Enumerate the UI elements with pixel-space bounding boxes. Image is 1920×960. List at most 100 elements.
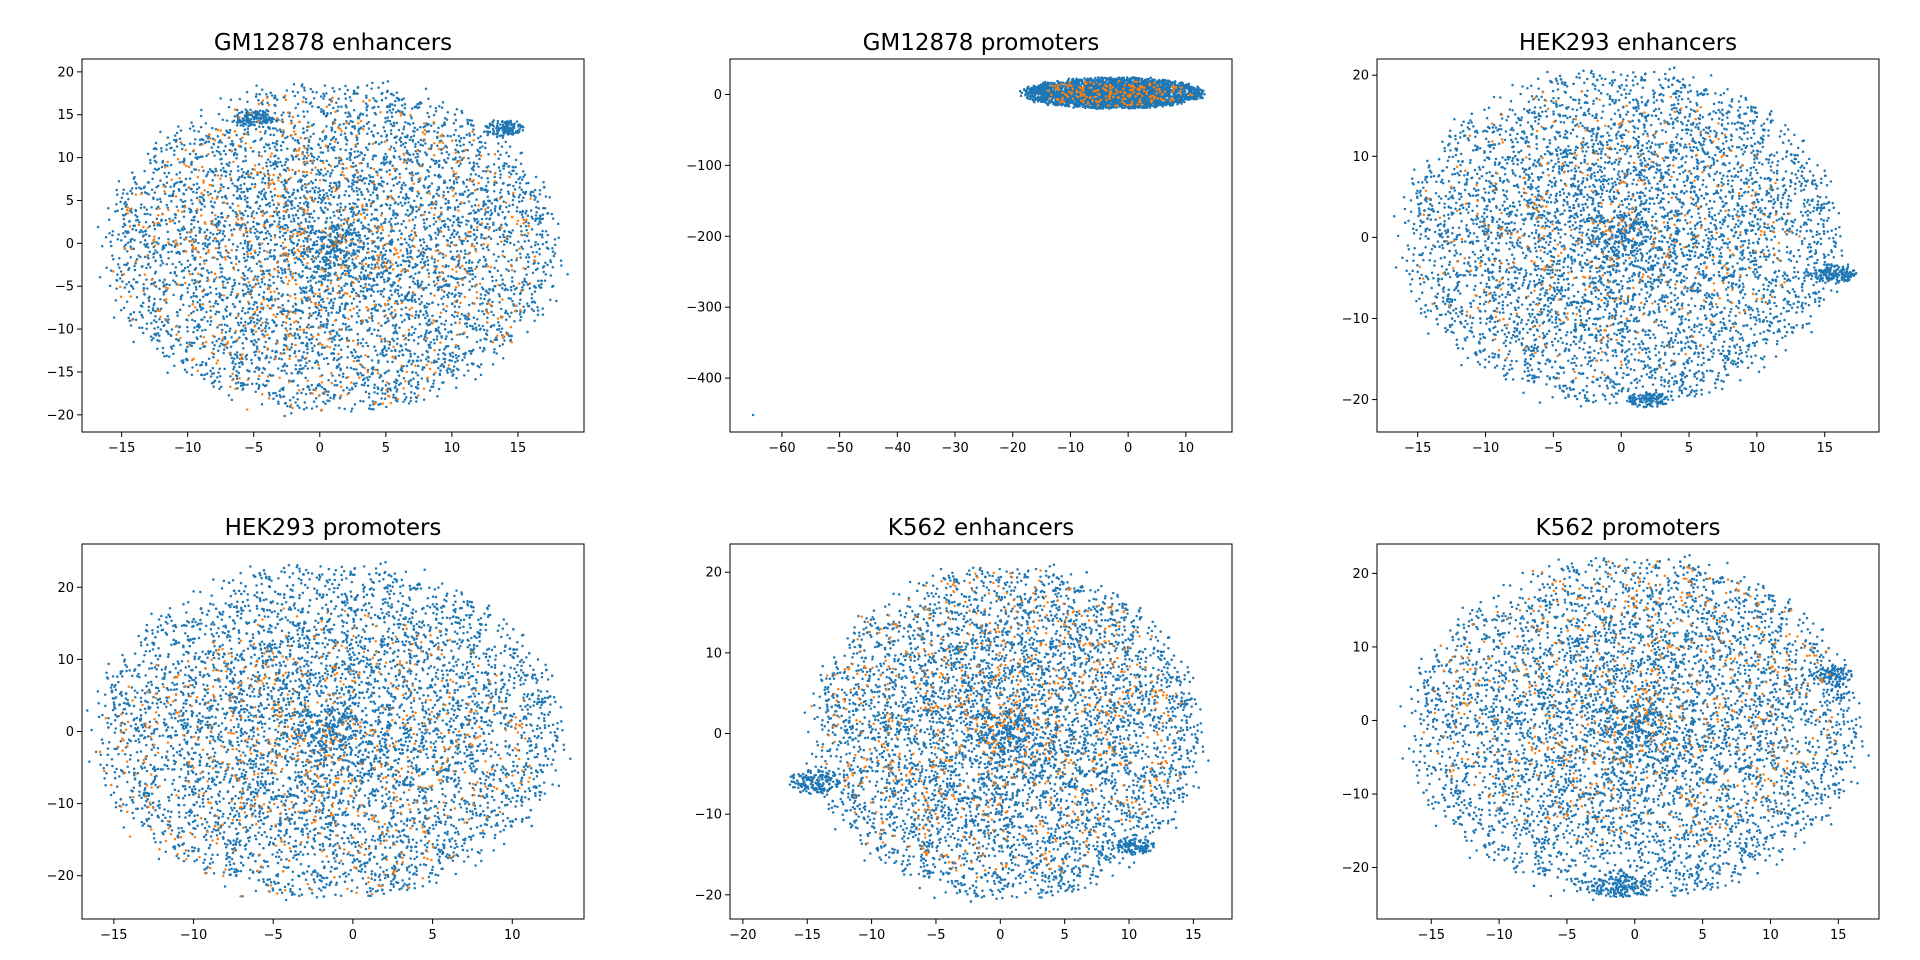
- point: [300, 178, 303, 182]
- point: [300, 367, 303, 370]
- point: [448, 219, 452, 222]
- point: [529, 190, 533, 194]
- point: [412, 377, 415, 381]
- point: [352, 92, 355, 95]
- point: [277, 223, 281, 226]
- point: [223, 323, 227, 327]
- point: [350, 410, 353, 413]
- point: [299, 359, 303, 362]
- point: [371, 191, 375, 194]
- point: [280, 369, 283, 373]
- point: [139, 240, 142, 244]
- point: [312, 156, 316, 159]
- point: [525, 273, 528, 276]
- point: [292, 247, 296, 250]
- point: [360, 179, 364, 182]
- point: [135, 296, 139, 299]
- point: [467, 157, 470, 160]
- point: [264, 231, 268, 235]
- point: [393, 380, 396, 383]
- point: [427, 129, 431, 133]
- point: [364, 102, 368, 105]
- point: [423, 264, 427, 267]
- point: [388, 168, 391, 172]
- point: [466, 195, 469, 199]
- point: [302, 240, 305, 243]
- point: [356, 150, 360, 153]
- point: [255, 341, 258, 344]
- point: [274, 154, 277, 158]
- point: [348, 231, 352, 235]
- point: [389, 160, 392, 163]
- point: [172, 344, 175, 347]
- point: [397, 354, 401, 357]
- point: [343, 284, 346, 287]
- point: [266, 257, 269, 261]
- point: [357, 315, 360, 318]
- point: [438, 271, 441, 274]
- point: [360, 267, 364, 270]
- point: [463, 190, 467, 193]
- point: [276, 312, 279, 316]
- point: [416, 373, 420, 377]
- point: [463, 201, 466, 205]
- point: [533, 319, 536, 323]
- point: [350, 302, 354, 305]
- point: [281, 140, 285, 144]
- point: [186, 265, 190, 269]
- point: [302, 244, 306, 248]
- point: [370, 212, 374, 216]
- point: [199, 364, 202, 367]
- point: [403, 113, 406, 116]
- point: [396, 284, 400, 288]
- point: [446, 186, 449, 189]
- point: [158, 287, 161, 291]
- point: [475, 198, 478, 201]
- point: [322, 274, 326, 278]
- point: [542, 185, 546, 189]
- point: [498, 191, 502, 194]
- point: [142, 186, 146, 190]
- point: [320, 239, 324, 243]
- point: [359, 126, 363, 129]
- point: [234, 148, 237, 151]
- point: [476, 220, 480, 223]
- point: [385, 203, 389, 207]
- point: [375, 283, 378, 286]
- point: [306, 255, 310, 258]
- point: [419, 125, 422, 129]
- point: [252, 342, 255, 346]
- point: [460, 312, 464, 316]
- point: [328, 301, 331, 305]
- point: [129, 245, 132, 248]
- point: [241, 246, 245, 250]
- point: [181, 361, 185, 365]
- point: [350, 284, 353, 288]
- point: [263, 195, 267, 199]
- point: [268, 126, 271, 129]
- point: [412, 129, 415, 133]
- point: [518, 312, 522, 316]
- point: [183, 368, 187, 372]
- point: [252, 150, 255, 153]
- point: [388, 105, 392, 109]
- point: [406, 313, 409, 316]
- point: [249, 290, 253, 293]
- point: [213, 201, 216, 204]
- point: [369, 204, 373, 208]
- point: [293, 349, 297, 353]
- point: [389, 189, 393, 193]
- point: [142, 287, 146, 290]
- point: [179, 242, 182, 246]
- point: [271, 127, 275, 130]
- point: [436, 288, 440, 292]
- point: [147, 309, 150, 312]
- point: [438, 372, 442, 375]
- point: [229, 327, 232, 330]
- point: [291, 90, 295, 93]
- point: [290, 371, 293, 375]
- point: [485, 245, 489, 249]
- point: [317, 143, 321, 147]
- point: [314, 386, 318, 390]
- point: [100, 244, 104, 248]
